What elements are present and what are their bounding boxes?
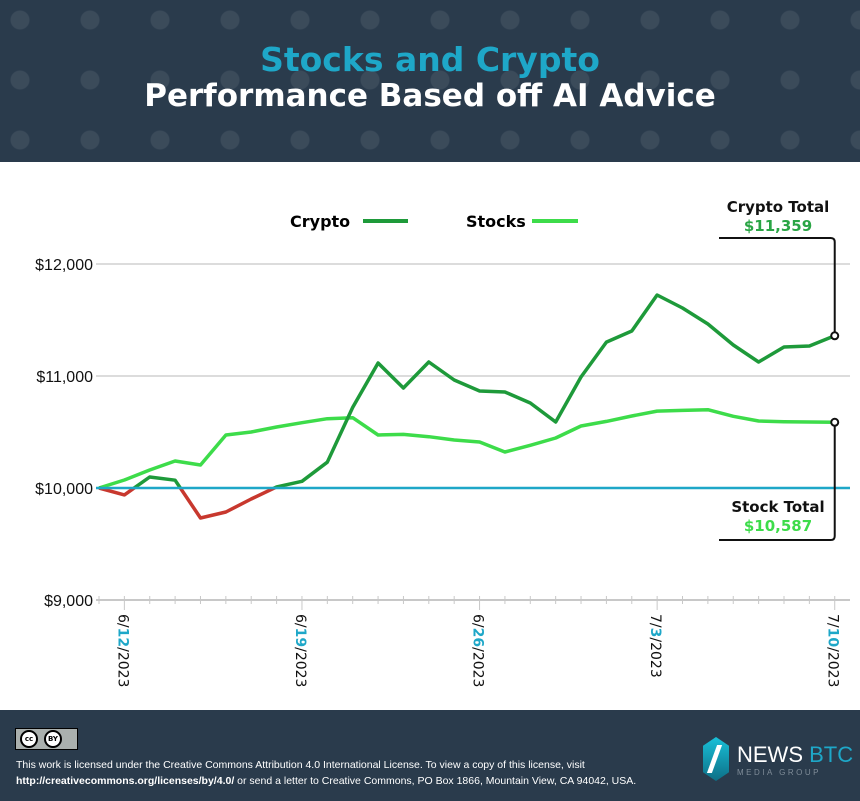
y-tick-label: $12,000 (35, 257, 93, 274)
x-tick-label: 7/10/2023 (825, 614, 841, 687)
stock-total-label: Stock Total (731, 498, 824, 516)
cc-icon: cc (20, 730, 38, 748)
stock-end-marker (830, 417, 840, 427)
header-banner: Stocks and Crypto Performance Based off … (0, 0, 860, 162)
stocks-line (98, 407, 835, 490)
newsbtc-hex-icon (703, 737, 729, 781)
line-chart: $9,000 $10,000 $11,000 $12,000 6/12/2023 6/19… (35, 198, 850, 687)
crypto-total-value: $11,359 (744, 217, 812, 235)
license-link[interactable]: http://creativecommons.org/licenses/by/4… (16, 775, 235, 787)
crypto-total-label: Crypto Total (727, 198, 830, 216)
crypto-line-below-baseline (98, 488, 280, 520)
y-tick-label: $10,000 (35, 481, 93, 498)
crypto-total-leader (719, 237, 836, 336)
legend-stocks-label: Stocks (466, 212, 526, 231)
stock-total-leader (719, 422, 836, 541)
stock-total-value: $10,587 (744, 517, 812, 535)
chart-title: Stocks and Crypto (260, 40, 600, 79)
attribution-icon: BY (44, 730, 62, 748)
newsbtc-logo: NEWS BTC MEDIA GROUP (703, 737, 853, 781)
legend: Crypto Stocks (290, 212, 578, 231)
cc-by-badge[interactable]: cc BY (15, 728, 78, 750)
footer: cc BY This work is licensed under the Cre… (0, 710, 860, 801)
x-tick-label: 6/26/2023 (470, 614, 486, 687)
y-tick-label: $11,000 (36, 369, 93, 386)
brand-btc: BTC (809, 741, 854, 767)
x-tick-label: 7/3/2023 (647, 614, 663, 678)
crypto-end-marker (830, 331, 840, 341)
brand-sub: MEDIA GROUP (737, 767, 821, 777)
crypto-line (99, 293, 836, 488)
chart-subtitle: Performance Based off AI Advice (144, 78, 716, 114)
x-tick-label: 6/12/2023 (114, 614, 130, 687)
crypto-pattern-background (0, 0, 860, 162)
brand-news: NEWS (737, 741, 803, 767)
y-tick-label: $9,000 (44, 593, 93, 610)
license-line-1: This work is licensed under the Creative… (16, 759, 585, 771)
x-tick-label: 6/19/2023 (292, 614, 308, 687)
license-line-2: or send a letter to Creative Commons, PO… (234, 775, 637, 787)
license-text: This work is licensed under the Creative… (16, 757, 636, 789)
legend-crypto-label: Crypto (290, 212, 350, 231)
